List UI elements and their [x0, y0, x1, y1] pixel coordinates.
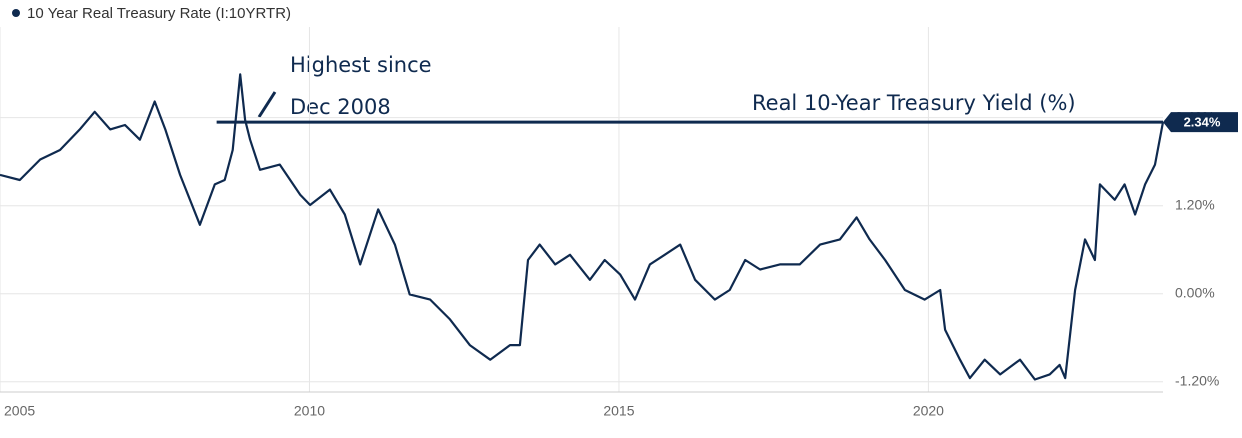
y-tick-label: 0.00% — [1175, 284, 1215, 300]
annotation: Highest since — [290, 53, 432, 77]
annotation-stroke — [257, 91, 277, 118]
x-tick-label: 2005 — [4, 403, 35, 419]
y-tick-label: 1.20% — [1175, 196, 1215, 212]
grid — [0, 27, 1163, 392]
series-line — [0, 73, 1165, 381]
x-tick-label: 2020 — [913, 403, 944, 419]
annotation: Real 10-Year Treasury Yield (%) — [752, 91, 1076, 115]
legend-dot — [12, 9, 20, 17]
legend-label: 10 Year Real Treasury Rate (I:10YRTR) — [27, 5, 291, 22]
y-tick-label: -1.20% — [1175, 372, 1219, 388]
value-callout — [1163, 112, 1238, 133]
x-tick-label: 2010 — [294, 403, 325, 419]
value-callout-label: 2.34% — [1184, 115, 1221, 130]
annotation: Dec 2008 — [290, 95, 391, 119]
x-tick-label: 2015 — [603, 403, 634, 419]
